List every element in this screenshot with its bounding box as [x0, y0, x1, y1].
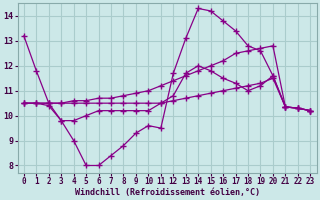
X-axis label: Windchill (Refroidissement éolien,°C): Windchill (Refroidissement éolien,°C) — [75, 188, 260, 197]
